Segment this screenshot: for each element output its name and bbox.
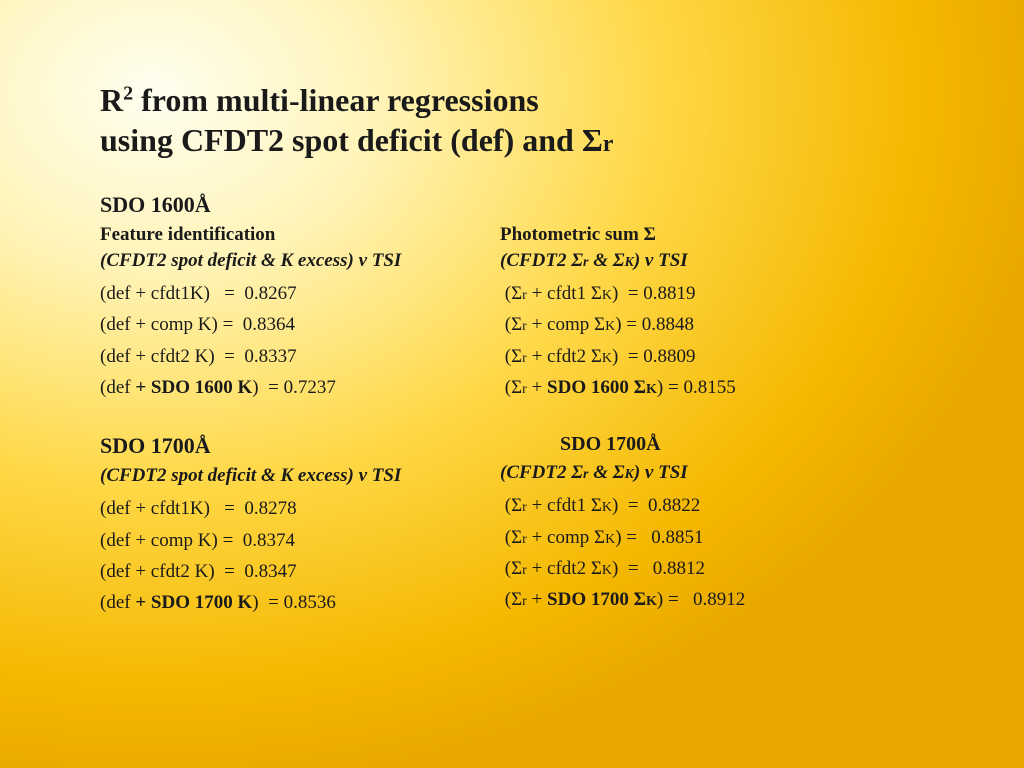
- r1700r1a: (Σ: [500, 495, 522, 516]
- r1700r4c: +: [527, 589, 547, 610]
- r1600r4d: SDO 1600 Σ: [547, 377, 646, 398]
- r1700r4dk: K: [646, 594, 657, 609]
- r1600r2d: K: [605, 319, 615, 334]
- row-1700-l1: (def + cfdt1K) = 0.8278: [100, 493, 500, 524]
- col-sub-right-1600: (CFDT2 Σr & ΣK) v TSI: [500, 250, 920, 272]
- r1600r2c: + comp Σ: [527, 314, 605, 335]
- r1600r3e: ) = 0.8809: [612, 346, 696, 367]
- section-1700-left-col: SDO 1700Å (CFDT2 spot deficit & K excess…: [100, 425, 500, 618]
- r1700r3d: K: [602, 563, 612, 578]
- csr1700-k: K: [625, 467, 634, 482]
- title-line1-pre: R: [100, 82, 123, 118]
- col-sub-left-1600: (CFDT2 spot deficit & K excess) v TSI: [100, 250, 500, 272]
- r1700r1d: K: [602, 500, 612, 515]
- row-1600-l4: (def + SDO 1600 K) = 0.7237: [100, 372, 500, 403]
- r1600r1e: ) = 0.8819: [612, 283, 696, 304]
- row-1700-l4: (def + SDO 1700 K) = 0.8536: [100, 587, 500, 618]
- r1700r2a: (Σ: [500, 527, 522, 548]
- r1700r4d: SDO 1700 Σ: [547, 589, 646, 610]
- row-1700-l4a: (def: [100, 592, 135, 613]
- row-1700-l4c: ) = 0.8536: [252, 592, 336, 613]
- r1600r3c: + cfdt2 Σ: [527, 346, 602, 367]
- row-1600-l4b: + SDO 1600 K: [135, 377, 252, 398]
- section-1700-right-col: SDO 1700Å (CFDT2 Σr & ΣK) v TSI (Σr + cf…: [500, 425, 920, 618]
- r1600r1a: (Σ: [500, 283, 522, 304]
- row-1700-l4b: + SDO 1700 K: [135, 592, 252, 613]
- section-1700-right-header: SDO 1700Å: [560, 433, 920, 456]
- csr1600-k: K: [625, 255, 634, 270]
- row-1600-l1: (def + cfdt1K) = 0.8267: [100, 278, 500, 309]
- r1600r4d-wrap: SDO 1600 ΣK: [547, 377, 657, 398]
- col-sub-right-1700: (CFDT2 Σr & ΣK) v TSI: [500, 462, 920, 484]
- r1700r3c: + cfdt2 Σ: [527, 558, 602, 579]
- r1600r3a: (Σ: [500, 346, 522, 367]
- section-1600-columns: Feature identification (CFDT2 spot defic…: [100, 224, 1024, 403]
- r1700r4e: ) = 0.8912: [657, 589, 745, 610]
- csr1600-post: ) v TSI: [634, 250, 688, 271]
- csr1600-pre: (CFDT2 Σ: [500, 250, 583, 271]
- csr1600-mid: & Σ: [588, 250, 624, 271]
- slide-title: R2 from multi-linear regressions using C…: [100, 80, 1024, 160]
- title-line2-pre: using CFDT2 spot deficit (def) and Σ: [100, 122, 603, 158]
- section-1600-right-col: Photometric sum Σ (CFDT2 Σr & ΣK) v TSI …: [500, 224, 920, 403]
- r1700r4a: (Σ: [500, 589, 522, 610]
- r1600r1d: K: [602, 288, 612, 303]
- row-1700-r2: (Σr + comp ΣK) = 0.8851: [500, 522, 920, 553]
- r1600r4a: (Σ: [500, 377, 522, 398]
- row-1600-r3: (Σr + cfdt2 ΣK) = 0.8809: [500, 341, 920, 372]
- slide: R2 from multi-linear regressions using C…: [0, 0, 1024, 768]
- section-1700-left-header: SDO 1700Å: [100, 433, 500, 459]
- col-hdr-feature-id: Feature identification: [100, 224, 500, 246]
- row-1700-r4: (Σr + SDO 1700 ΣK) = 0.8912: [500, 584, 920, 615]
- r1600r2a: (Σ: [500, 314, 522, 335]
- r1700r3a: (Σ: [500, 558, 522, 579]
- row-1600-r4: (Σr + SDO 1600 ΣK) = 0.8155: [500, 372, 920, 403]
- r1700r1e: ) = 0.8822: [612, 495, 700, 516]
- csr1700-pre: (CFDT2 Σ: [500, 462, 583, 483]
- row-1700-r3: (Σr + cfdt2 ΣK) = 0.8812: [500, 553, 920, 584]
- row-1700-l2: (def + comp K) = 0.8374: [100, 525, 500, 556]
- section-1600-header: SDO 1600Å: [100, 192, 1024, 218]
- csr1700-mid: & Σ: [588, 462, 624, 483]
- r1600r1c: + cfdt1 Σ: [527, 283, 602, 304]
- r1600r2e: ) = 0.8848: [615, 314, 694, 335]
- row-1600-l2: (def + comp K) = 0.8364: [100, 309, 500, 340]
- row-1600-l4c: ) = 0.7237: [252, 377, 336, 398]
- title-sigma-sub: r: [603, 131, 614, 157]
- r1700r2e: ) = 0.8851: [615, 527, 703, 548]
- r1700r2d: K: [605, 532, 615, 547]
- row-1600-r1: (Σr + cfdt1 ΣK) = 0.8819: [500, 278, 920, 309]
- row-1600-l4a: (def: [100, 377, 135, 398]
- section-1700-columns: SDO 1700Å (CFDT2 spot deficit & K excess…: [100, 425, 1024, 618]
- r1600r4c: +: [527, 377, 547, 398]
- r1700r2c: + comp Σ: [527, 527, 605, 548]
- r1600r4dk: K: [646, 382, 657, 397]
- row-1600-r2: (Σr + comp ΣK) = 0.8848: [500, 309, 920, 340]
- section-1600-left-col: Feature identification (CFDT2 spot defic…: [100, 224, 500, 403]
- r1600r3d: K: [602, 351, 612, 366]
- row-1700-r1: (Σr + cfdt1 ΣK) = 0.8822: [500, 490, 920, 521]
- row-1700-l3: (def + cfdt2 K) = 0.8347: [100, 556, 500, 587]
- r1700r3e: ) = 0.8812: [612, 558, 705, 579]
- csr1700-post: ) v TSI: [634, 462, 688, 483]
- col-sub-left-1700: (CFDT2 spot deficit & K excess) v TSI: [100, 465, 500, 487]
- title-line1-post: from multi-linear regressions: [133, 82, 539, 118]
- col-hdr-photometric: Photometric sum Σ: [500, 224, 920, 246]
- title-superscript: 2: [123, 82, 133, 104]
- row-1600-l3: (def + cfdt2 K) = 0.8337: [100, 341, 500, 372]
- r1600r4e: ) = 0.8155: [657, 377, 736, 398]
- r1700r1c: + cfdt1 Σ: [527, 495, 602, 516]
- r1700r4d-wrap: SDO 1700 ΣK: [547, 589, 657, 610]
